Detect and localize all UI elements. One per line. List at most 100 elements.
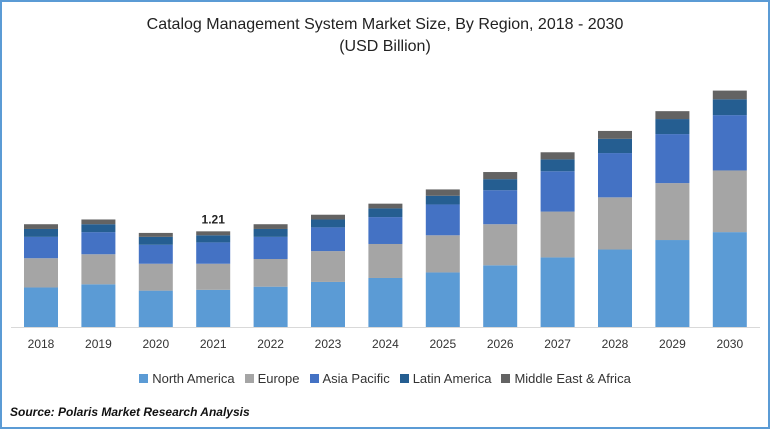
bar-segment-north-america-2025 xyxy=(425,272,460,327)
bar-segment-europe-2023 xyxy=(311,251,345,282)
bar-segment-middle-east-africa-2024 xyxy=(368,203,403,209)
bar-segment-europe-2030 xyxy=(712,170,747,233)
bar-segment-asia-pacific-2025 xyxy=(425,204,460,236)
legend-label: Europe xyxy=(257,371,300,386)
chart-title-block: Catalog Management System Market Size, B… xyxy=(0,14,770,58)
bar-segment-latin-america-2023 xyxy=(311,219,345,228)
x-tick-label: 2023 xyxy=(315,337,342,351)
bar-segment-latin-america-2019 xyxy=(81,224,116,233)
bar-segment-europe-2025 xyxy=(425,235,460,273)
x-tick-label: 2027 xyxy=(544,337,571,351)
bar-segment-latin-america-2024 xyxy=(368,208,403,218)
bar-segment-asia-pacific-2028 xyxy=(598,153,632,198)
source-note: Source: Polaris Market Research Analysis xyxy=(10,405,250,419)
bar-segment-middle-east-africa-2027 xyxy=(540,152,575,160)
legend-swatch xyxy=(501,374,511,383)
bar-segment-latin-america-2026 xyxy=(483,179,518,191)
bar-segment-europe-2018 xyxy=(24,258,58,288)
bar-segment-latin-america-2029 xyxy=(655,119,690,135)
bar-segment-europe-2026 xyxy=(483,224,518,266)
legend-swatch xyxy=(309,374,319,383)
legend-swatch xyxy=(399,374,409,383)
legend-item: Middle East & Africa xyxy=(501,371,631,386)
bar-segment-latin-america-2025 xyxy=(425,195,460,205)
bar-segment-north-america-2030 xyxy=(712,232,747,327)
bar-segment-north-america-2018 xyxy=(24,287,58,327)
legend-item: Asia Pacific xyxy=(309,371,390,386)
bar-segment-north-america-2026 xyxy=(483,265,518,327)
x-tick-label: 2024 xyxy=(372,337,399,351)
data-label: 1.21 xyxy=(202,212,226,226)
x-tick-label: 2026 xyxy=(487,337,514,351)
bar-segment-north-america-2019 xyxy=(81,284,116,327)
bar-segment-north-america-2029 xyxy=(655,240,690,327)
bar-segment-asia-pacific-2021 xyxy=(196,242,231,264)
bar-segment-north-america-2020 xyxy=(138,290,173,327)
bar-segment-latin-america-2022 xyxy=(253,228,288,237)
bar-segment-asia-pacific-2026 xyxy=(483,190,518,225)
bar-segment-middle-east-africa-2026 xyxy=(483,172,518,180)
bar-segment-middle-east-africa-2029 xyxy=(655,111,690,120)
legend-item: North America xyxy=(139,371,235,386)
bar-segment-asia-pacific-2024 xyxy=(368,217,403,244)
bar-segment-middle-east-africa-2020 xyxy=(138,232,173,237)
bar-segment-latin-america-2018 xyxy=(24,228,58,237)
x-tick-label: 2019 xyxy=(85,337,112,351)
bar-segment-north-america-2027 xyxy=(540,257,575,327)
bar-segment-middle-east-africa-2025 xyxy=(425,189,460,196)
bar-segment-middle-east-africa-2021 xyxy=(196,231,231,236)
x-tick-label: 2030 xyxy=(716,337,743,351)
x-tick-label: 2025 xyxy=(429,337,456,351)
bar-segment-north-america-2028 xyxy=(598,249,632,327)
bar-segment-middle-east-africa-2030 xyxy=(712,90,747,100)
bar-segment-middle-east-africa-2028 xyxy=(598,130,632,139)
chart-subtitle: (USD Billion) xyxy=(339,38,431,55)
x-tick-label: 2028 xyxy=(602,337,629,351)
bar-segment-asia-pacific-2018 xyxy=(24,236,58,259)
bar-segment-middle-east-africa-2019 xyxy=(81,219,116,225)
bar-segment-latin-america-2030 xyxy=(712,99,747,116)
legend-swatch xyxy=(139,374,149,383)
bar-segment-europe-2019 xyxy=(81,254,116,285)
legend-label: North America xyxy=(152,371,235,386)
bar-segment-middle-east-africa-2018 xyxy=(24,224,58,229)
bar-segment-europe-2029 xyxy=(655,183,690,241)
x-tick-label: 2021 xyxy=(200,337,227,351)
bar-segment-europe-2028 xyxy=(598,197,632,250)
bar-segment-asia-pacific-2030 xyxy=(712,115,747,171)
legend-swatch xyxy=(244,374,254,383)
bar-segment-latin-america-2027 xyxy=(540,159,575,172)
bar-segment-asia-pacific-2019 xyxy=(81,232,116,255)
legend-label: Middle East & Africa xyxy=(514,371,631,386)
legend-item: Europe xyxy=(244,371,300,386)
bar-segment-europe-2022 xyxy=(253,259,288,287)
legend-label: Latin America xyxy=(412,371,492,386)
bar-segment-middle-east-africa-2022 xyxy=(253,224,288,229)
x-tick-label: 2022 xyxy=(257,337,284,351)
bar-segment-north-america-2024 xyxy=(368,277,403,327)
bar-segment-latin-america-2020 xyxy=(138,236,173,245)
bar-segment-europe-2021 xyxy=(196,263,231,290)
legend: North America Europe Asia Pacific Latin Ame… xyxy=(0,371,770,386)
bar-segment-north-america-2023 xyxy=(311,281,345,327)
bar-segment-latin-america-2028 xyxy=(598,138,632,154)
bar-segment-asia-pacific-2029 xyxy=(655,134,690,184)
bar-segment-asia-pacific-2020 xyxy=(138,244,173,264)
bar-segment-europe-2027 xyxy=(540,211,575,258)
bar-segment-latin-america-2021 xyxy=(196,235,231,243)
legend-label: Asia Pacific xyxy=(322,371,390,386)
bar-segment-europe-2024 xyxy=(368,243,403,278)
x-tick-label: 2020 xyxy=(142,337,169,351)
bar-segment-europe-2020 xyxy=(138,263,173,291)
bar-segment-asia-pacific-2023 xyxy=(311,227,345,252)
bar-segment-north-america-2022 xyxy=(253,286,288,327)
chart-title: Catalog Management System Market Size, B… xyxy=(146,16,624,33)
bar-segment-middle-east-africa-2023 xyxy=(311,214,345,220)
legend-item: Latin America xyxy=(399,371,492,386)
bar-segment-asia-pacific-2022 xyxy=(253,236,288,260)
bar-segment-asia-pacific-2027 xyxy=(540,171,575,212)
x-tick-label: 2029 xyxy=(659,337,686,351)
x-tick-label: 2018 xyxy=(28,337,55,351)
bar-segment-north-america-2021 xyxy=(196,289,231,327)
